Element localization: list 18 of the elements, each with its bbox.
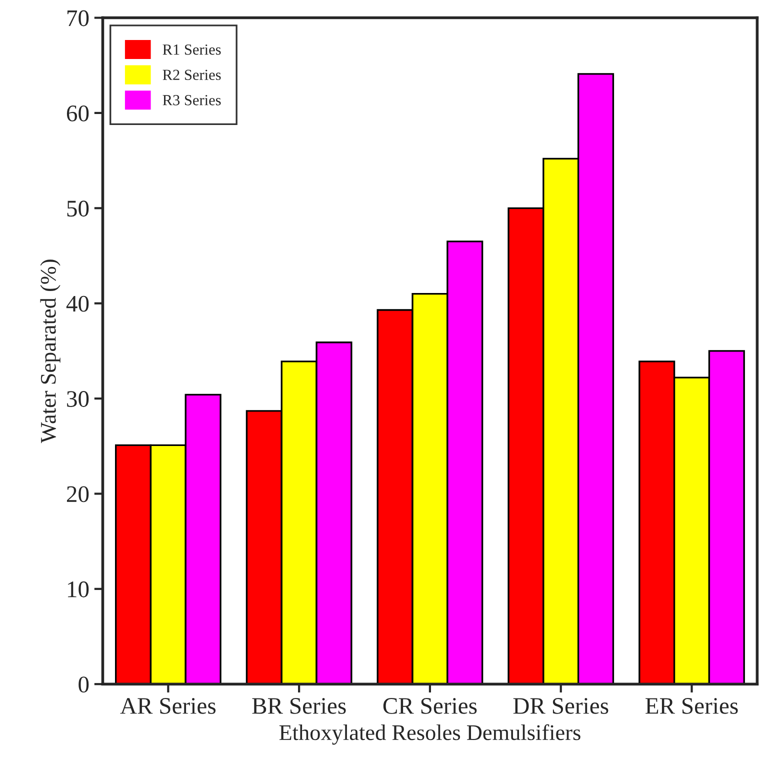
x-tick-label: AR Series (120, 698, 216, 714)
x-axis-title: Ethoxylated Resoles Demulsifiers (279, 724, 580, 745)
y-tick-label: 20 (66, 486, 89, 502)
y-tick-label: 30 (67, 391, 89, 407)
y-axis-title: Water Separated (%) (40, 260, 60, 444)
y-tick-label: 0 (78, 676, 89, 693)
x-tick-label: BR Series (252, 698, 346, 714)
legend-label: R1 Series (162, 44, 221, 55)
x-tick-label: DR Series (513, 698, 608, 714)
y-tick-label: 50 (67, 200, 89, 217)
y-tick-label: 70 (67, 10, 89, 26)
legend-label: R2 Series (162, 70, 221, 80)
y-tick-label: 10 (68, 581, 89, 598)
x-tick-label: ER Series (646, 698, 738, 714)
legend-label: R3 Series (162, 95, 221, 106)
x-tick-label: CR Series (383, 698, 477, 714)
y-tick-label: 60 (66, 105, 89, 122)
y-tick-label: 40 (66, 296, 89, 312)
